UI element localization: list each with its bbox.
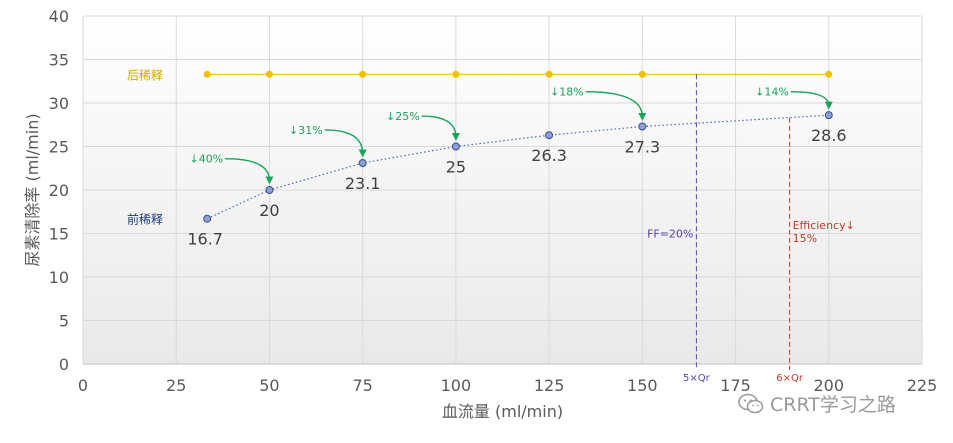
data-point-pre-dilution xyxy=(451,142,460,151)
x-tick-label: 100 xyxy=(441,376,472,395)
x-tick-label: 0 xyxy=(78,376,88,395)
data-label: 26.3 xyxy=(531,146,567,165)
watermark-text: CRRT学习之路 xyxy=(770,394,896,416)
annotation-arrow xyxy=(324,129,367,158)
series-label-post-dilution: 后稀释 xyxy=(127,68,163,82)
data-label: 23.1 xyxy=(345,174,381,193)
y-axis-title: 尿素清除率 (ml/min) xyxy=(23,113,42,266)
data-label: 20 xyxy=(259,201,279,220)
reference-label: Efficiency↓ xyxy=(793,219,855,232)
x-tick-label: 200 xyxy=(814,376,845,395)
x-tick-label: 75 xyxy=(352,376,372,395)
x-tick-label: 50 xyxy=(259,376,279,395)
y-tick-label: 10 xyxy=(49,268,69,287)
data-point-pre-dilution xyxy=(638,122,647,131)
data-point-pre-dilution xyxy=(203,214,212,223)
x-tick-label: 175 xyxy=(720,376,751,395)
data-point-post-dilution xyxy=(452,70,460,78)
wechat-icon xyxy=(738,393,764,413)
data-point-pre-dilution xyxy=(265,186,274,194)
annotation-arrow xyxy=(421,115,460,141)
data-point-post-dilution xyxy=(638,70,646,78)
y-tick-label: 35 xyxy=(49,51,69,70)
y-tick-label: 25 xyxy=(49,138,69,157)
data-point-post-dilution xyxy=(203,70,211,78)
x-axis-title: 血流量 (ml/min) xyxy=(442,402,563,421)
reference-tick-label: 6×Qr xyxy=(776,373,804,384)
annotation-arrow xyxy=(585,90,647,121)
annotation-arrow xyxy=(790,90,833,110)
data-point-post-dilution xyxy=(825,70,833,78)
data-point-post-dilution xyxy=(359,70,367,78)
y-tick-label: 5 xyxy=(59,312,69,331)
y-tick-label: 0 xyxy=(59,355,69,374)
data-point-post-dilution xyxy=(545,70,553,78)
data-label: 25 xyxy=(446,158,466,177)
x-tick-label: 25 xyxy=(166,376,186,395)
annotation-label: ↓18% xyxy=(550,86,584,99)
data-point-post-dilution xyxy=(265,70,273,78)
annotation-label: ↓40% xyxy=(190,153,224,166)
y-tick-label: 40 xyxy=(49,7,69,26)
data-label: 16.7 xyxy=(187,230,223,249)
annotation-label: ↓14% xyxy=(755,86,789,99)
data-label: 27.3 xyxy=(625,137,661,156)
series-label-pre-dilution: 前稀释 xyxy=(127,212,163,227)
reference-tick-label: 5×Qr xyxy=(683,373,711,384)
data-label: 28.6 xyxy=(811,126,847,145)
x-tick-label: 150 xyxy=(627,376,658,395)
annotation-arrow xyxy=(225,157,274,185)
y-tick-label: 15 xyxy=(49,225,69,244)
y-tick-label: 30 xyxy=(49,94,69,113)
x-tick-label: 225 xyxy=(907,376,938,395)
y-tick-label: 20 xyxy=(49,181,69,200)
watermark: CRRT学习之路 xyxy=(738,390,896,417)
x-tick-label: 125 xyxy=(534,376,565,395)
data-point-pre-dilution xyxy=(824,111,833,120)
annotation-label: ↓25% xyxy=(386,110,420,123)
reference-label: FF=20% xyxy=(647,228,693,241)
data-point-pre-dilution xyxy=(545,131,554,140)
data-point-pre-dilution xyxy=(358,159,367,168)
annotation-label: ↓31% xyxy=(289,124,323,137)
reference-label: 15% xyxy=(793,232,817,245)
